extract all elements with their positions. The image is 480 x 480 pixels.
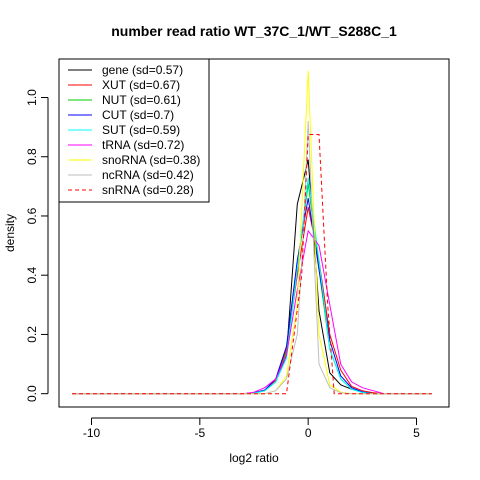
plot-frame xyxy=(58,58,450,408)
series-line-5 xyxy=(72,229,432,395)
y-tick-label: 0.6 xyxy=(25,207,39,224)
legend-entry: snoRNA (sd=0.38) xyxy=(102,153,200,167)
series-line-8 xyxy=(72,134,432,395)
y-tick-label: 0.8 xyxy=(25,148,39,165)
legend-entry: CUT (sd=0.7) xyxy=(102,108,174,122)
y-axis-label: density xyxy=(3,214,17,252)
x-axis-label: log2 ratio xyxy=(229,451,279,465)
x-tick-label: 0 xyxy=(305,426,312,440)
series-line-1 xyxy=(72,207,432,395)
series-line-2 xyxy=(72,183,432,395)
series-line-3 xyxy=(72,198,432,395)
series-line-4 xyxy=(72,177,432,395)
legend-entry: tRNA (sd=0.72) xyxy=(102,138,184,152)
series-layer xyxy=(72,70,432,395)
chart-title: number read ratio WT_37C_1/WT_S288C_1 xyxy=(111,23,397,39)
x-tick-label: -5 xyxy=(194,426,205,440)
y-tick-label: 0.4 xyxy=(25,267,39,284)
x-tick-label: -10 xyxy=(83,426,101,440)
y-tick-label: 0.2 xyxy=(25,326,39,343)
x-tick-label: 5 xyxy=(413,426,420,440)
axes-layer: -10 -5 0 5 0.0 0.2 0.4 0.6 0.8 1.0 xyxy=(25,58,450,440)
legend-entry: ncRNA (sd=0.42) xyxy=(102,168,194,182)
legend-entry: SUT (sd=0.59) xyxy=(102,123,180,137)
legend-entry: snRNA (sd=0.28) xyxy=(102,183,194,197)
y-tick-label: 0.0 xyxy=(25,385,39,402)
legend-entry: XUT (sd=0.67) xyxy=(102,78,180,92)
series-line-7 xyxy=(72,121,432,395)
legend-entry: NUT (sd=0.61) xyxy=(102,93,181,107)
legend-entry: gene (sd=0.57) xyxy=(102,63,183,77)
y-tick-label: 1.0 xyxy=(25,89,39,106)
legend-box xyxy=(58,58,210,203)
legend: gene (sd=0.57)XUT (sd=0.67)NUT (sd=0.61)… xyxy=(58,58,210,203)
